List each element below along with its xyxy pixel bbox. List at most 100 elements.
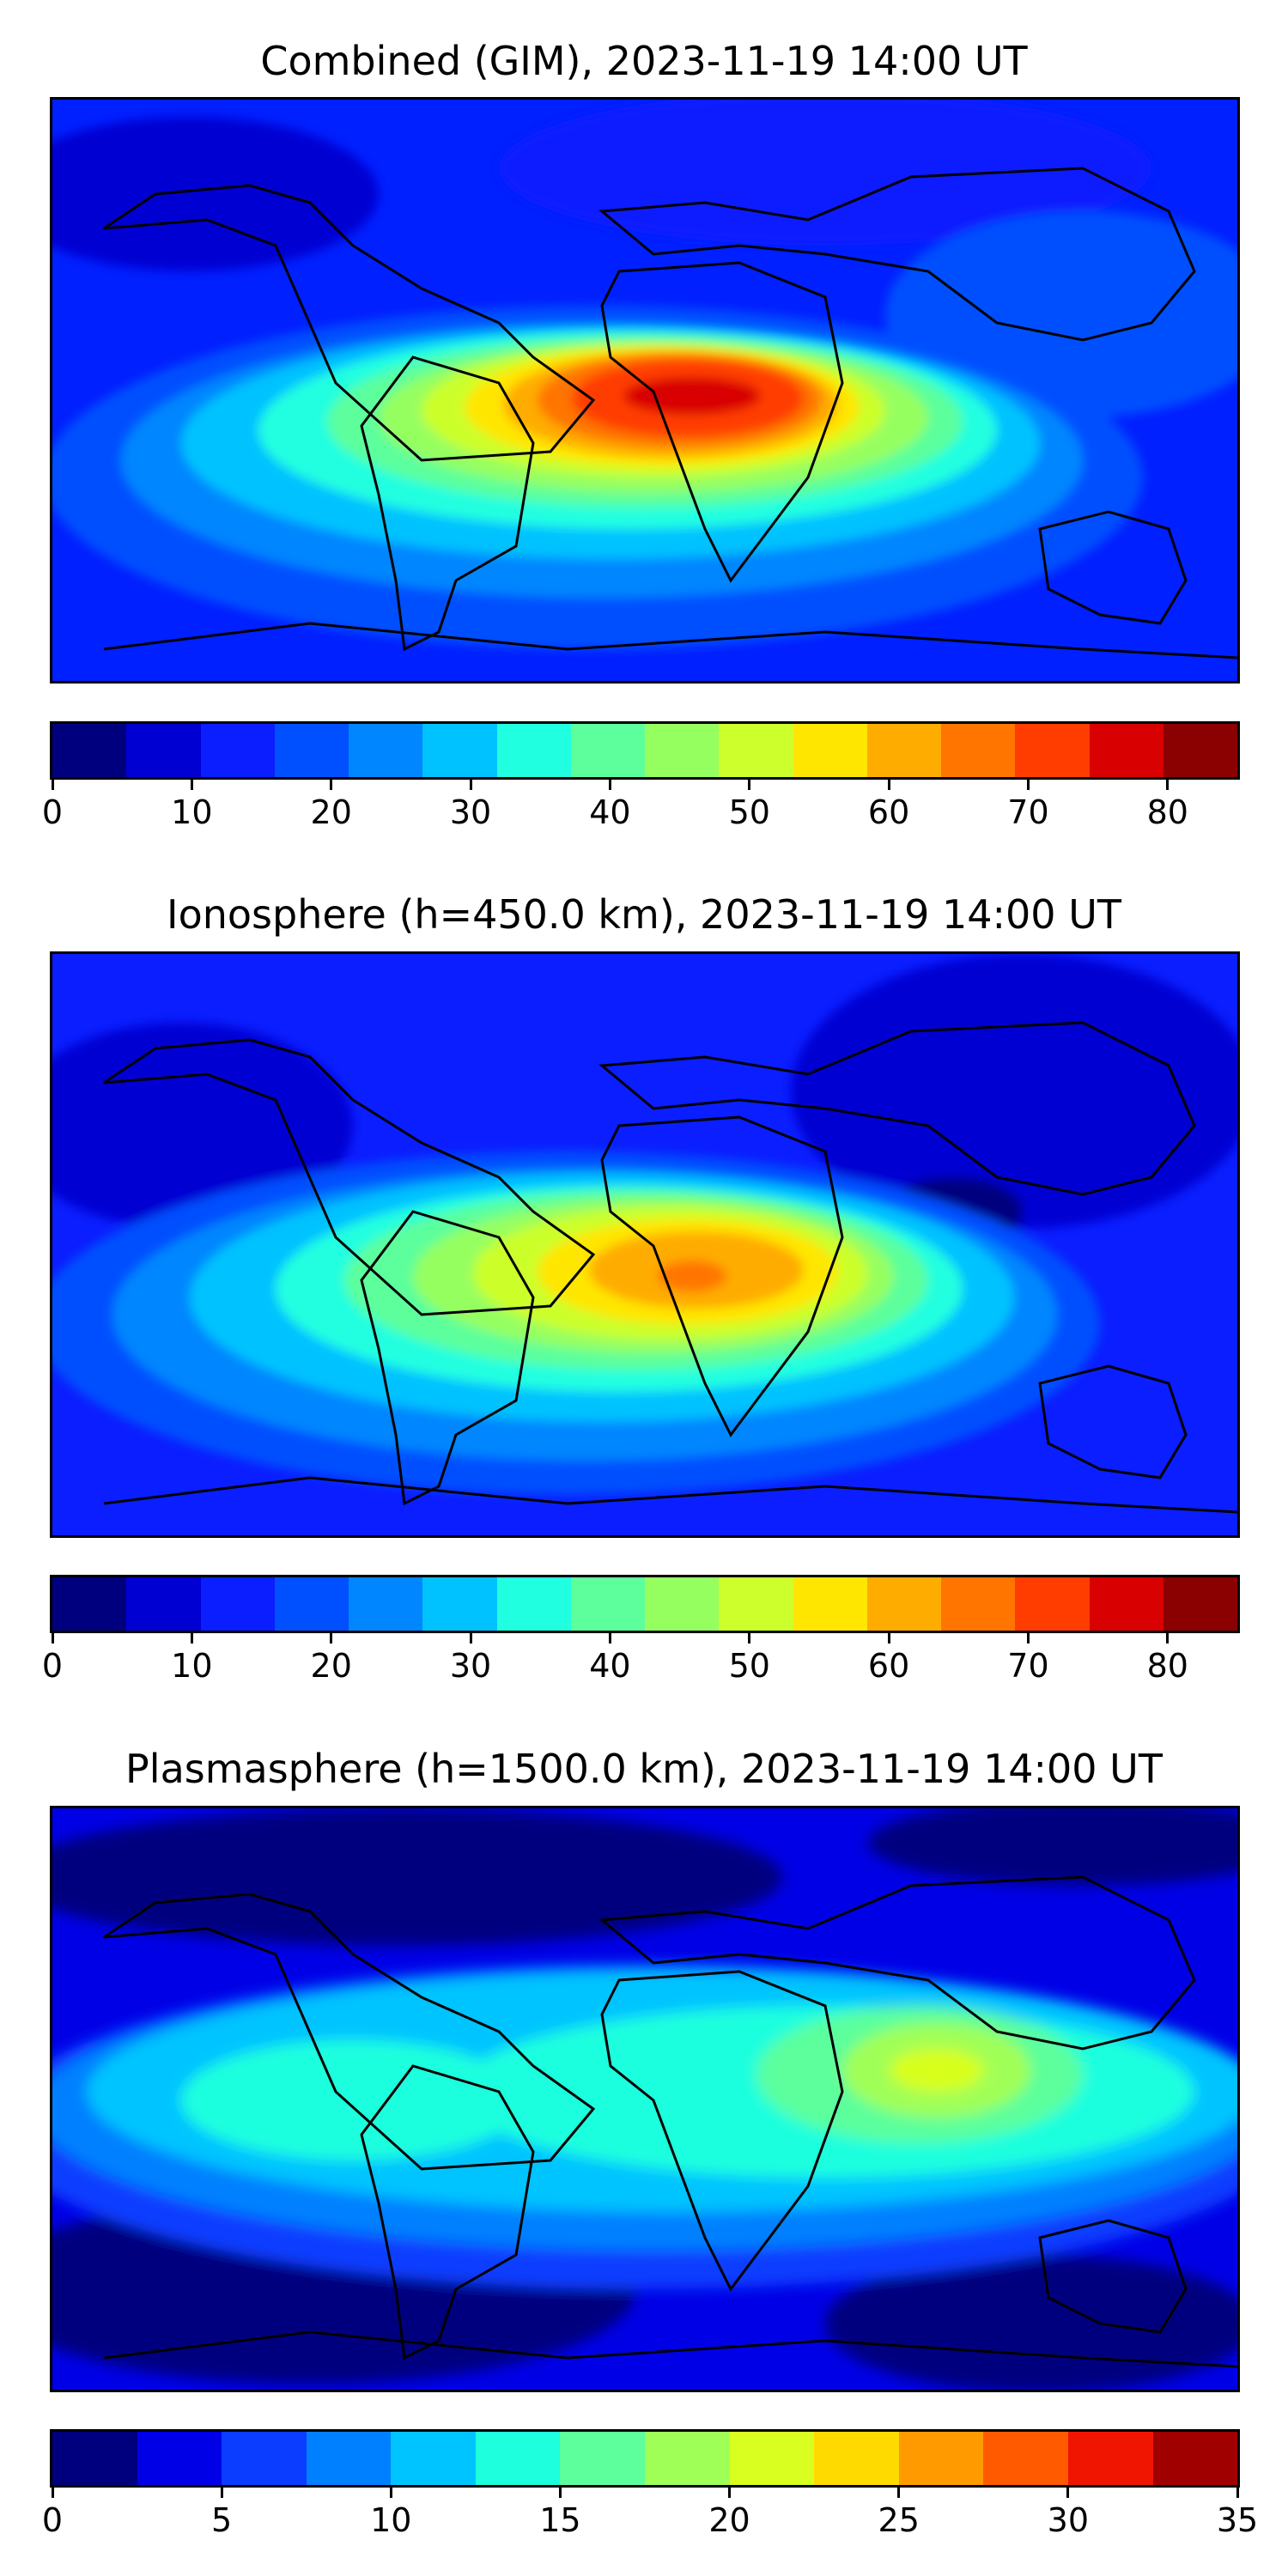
colorbar-segment (422, 1577, 497, 1631)
tick-mark (728, 2488, 732, 2498)
tick-label: 0 (41, 2501, 64, 2539)
tick-mark (51, 780, 54, 790)
colorbar-segment (941, 724, 1016, 777)
colorbar-segment (274, 1577, 349, 1631)
tick-label: 70 (1007, 793, 1049, 831)
colorbar-segment (496, 724, 571, 777)
panel-title-combined: Combined (GIM), 2023-11-19 14:00 UT (260, 38, 1028, 84)
tick-label: 5 (211, 2501, 233, 2539)
tick-mark (1066, 2488, 1070, 2498)
colorbar-segment (814, 2432, 899, 2485)
colorbar-segment (422, 724, 497, 777)
map-ionosphere (50, 951, 1240, 1538)
colorbar-segment (793, 1577, 867, 1631)
tick-label: 10 (171, 1647, 213, 1685)
colorbar-segment (898, 2432, 984, 2485)
colorbar-segment (137, 2432, 222, 2485)
colorbar-segment (126, 1577, 201, 1631)
colorbar-segment (1163, 1577, 1237, 1631)
map-plasmasphere (50, 1806, 1240, 2392)
tick-label: 30 (1047, 2501, 1090, 2539)
tick-mark (897, 2488, 901, 2498)
tick-mark (330, 1633, 333, 1643)
tick-mark (190, 1633, 193, 1643)
colorbar-segment (391, 2432, 476, 2485)
tick-label: 40 (589, 1647, 631, 1685)
colorbar-segment (274, 724, 349, 777)
colorbar-segment (126, 724, 201, 777)
colorbar-segment (645, 724, 720, 777)
colorbar-segment (1163, 724, 1237, 777)
colorbar-plasmasphere (50, 2429, 1240, 2488)
colorbar-ticks-ionosphere: 0 10 20 30 40 50 60 70 80 (42, 1633, 1240, 1685)
tick-mark (1026, 780, 1030, 790)
colorbar-combined (50, 721, 1240, 780)
colorbar-segment (1067, 2432, 1153, 2485)
colorbar-segment (200, 724, 275, 777)
colorbar-segment (475, 2432, 561, 2485)
colorbar-ticks-combined: 0 10 20 30 40 50 60 70 80 (42, 780, 1240, 831)
tick-mark (1026, 1633, 1030, 1643)
colorbar-segment (941, 1577, 1016, 1631)
colorbar-segment (719, 724, 793, 777)
colorbar-segment (1015, 1577, 1090, 1631)
tick-mark (469, 1633, 472, 1643)
colorbar-ionosphere (50, 1575, 1240, 1633)
colorbar-segment (866, 1577, 941, 1631)
tick-label: 10 (171, 793, 213, 831)
tick-mark (220, 2488, 223, 2498)
tick-label: 0 (41, 1647, 64, 1685)
colorbar-segment (222, 2432, 307, 2485)
tick-label: 0 (41, 793, 64, 831)
tick-mark (469, 780, 472, 790)
tick-label: 30 (449, 1647, 492, 1685)
colorbar-segment (306, 2432, 392, 2485)
panel-title-plasmasphere: Plasmasphere (h=1500.0 km), 2023-11-19 1… (125, 1746, 1163, 1792)
colorbar-segment (719, 1577, 793, 1631)
tick-mark (330, 780, 333, 790)
colorbar-segment (866, 724, 941, 777)
colorbar-segment (1015, 724, 1090, 777)
tick-mark (1166, 1633, 1170, 1643)
colorbar-ticks-plasmasphere: 0 5 10 15 20 25 30 35 (42, 2488, 1258, 2539)
tick-label: 80 (1146, 793, 1188, 831)
colorbar-segment (349, 1577, 423, 1631)
colorbar-segment (560, 2432, 646, 2485)
colorbar-segment (1152, 2432, 1238, 2485)
tick-mark (608, 1633, 611, 1643)
tick-mark (608, 780, 611, 790)
colorbar-segment (645, 2432, 730, 2485)
tick-label: 60 (867, 1647, 910, 1685)
colorbar-segment (496, 1577, 571, 1631)
tick-mark (558, 2488, 562, 2498)
map-combined (50, 97, 1240, 683)
tick-label: 20 (310, 793, 352, 831)
tick-label: 50 (728, 793, 770, 831)
tick-label: 60 (867, 793, 910, 831)
tick-mark (190, 780, 193, 790)
tick-mark (748, 1633, 751, 1643)
colorbar-segment (1089, 724, 1163, 777)
tick-label: 10 (370, 2501, 412, 2539)
tick-label: 30 (449, 793, 492, 831)
tick-label: 80 (1146, 1647, 1188, 1685)
colorbar-segment (1089, 1577, 1163, 1631)
tick-mark (389, 2488, 392, 2498)
colorbar-segment (983, 2432, 1068, 2485)
tick-label: 35 (1216, 2501, 1259, 2539)
colorbar-segment (52, 2432, 137, 2485)
tick-mark (51, 2488, 54, 2498)
tick-mark (887, 1633, 890, 1643)
colorbar-segment (570, 1577, 645, 1631)
colorbar-segment (645, 1577, 720, 1631)
colorbar-segment (52, 724, 127, 777)
tick-mark (1166, 780, 1170, 790)
colorbar-segment (200, 1577, 275, 1631)
tick-mark (887, 780, 890, 790)
tick-label: 15 (539, 2501, 581, 2539)
tick-label: 20 (708, 2501, 750, 2539)
tick-mark (1236, 2488, 1239, 2498)
tick-label: 20 (310, 1647, 352, 1685)
tick-label: 70 (1007, 1647, 1049, 1685)
tick-mark (748, 780, 751, 790)
